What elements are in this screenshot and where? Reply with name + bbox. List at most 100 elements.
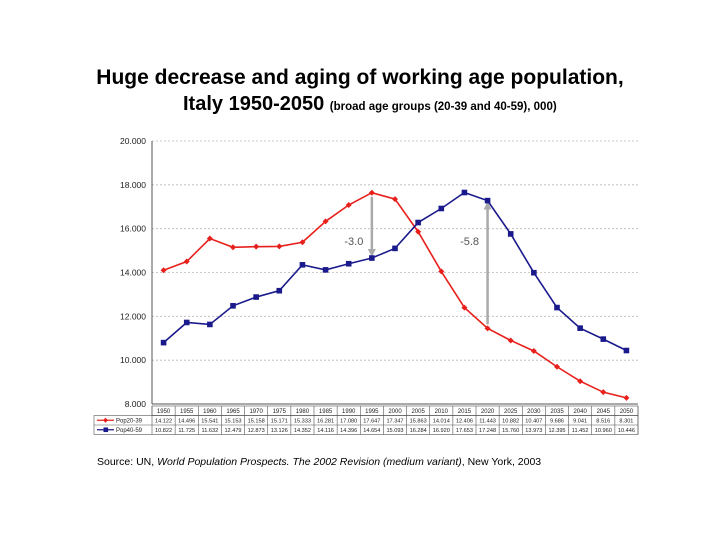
y-tick-label: 16.000	[120, 224, 146, 234]
table-cell: 11.443	[479, 419, 496, 425]
data-point-pop2039	[623, 394, 630, 401]
x-tick-label: 2040	[573, 409, 587, 415]
data-point-pop4059	[276, 287, 283, 294]
data-point-pop2039	[577, 378, 584, 385]
data-table: 1950 1955 1960 1965 1970 1975 1980 1985 1990 1995…	[93, 405, 639, 435]
table-cell: 16.284	[410, 428, 427, 434]
data-point-pop4059	[392, 245, 398, 252]
table-cell: 17.653	[456, 428, 473, 434]
y-tick-label: 18.000	[120, 180, 146, 190]
annotation-label: -5.8	[460, 236, 479, 248]
table-cell: 15.171	[271, 419, 288, 425]
table-cell: 12.395	[548, 428, 565, 434]
x-tick-label: 2030	[527, 409, 541, 415]
x-tick-label: 1995	[365, 409, 379, 415]
data-point-pop4059	[461, 189, 468, 196]
y-tick-label: 8.000	[125, 399, 147, 409]
table-cell: 14.352	[294, 428, 311, 434]
data-point-pop2039	[206, 235, 213, 242]
x-tick-label: 2005	[411, 409, 425, 415]
x-tick-label: 2015	[458, 409, 472, 415]
source-prefix: Source: UN,	[97, 456, 158, 468]
line-chart: 8.000 10.000 12.000 14.000 16.000 18.000 20.00…	[93, 136, 639, 435]
table-cell: 14.654	[363, 428, 380, 434]
table-cell: 10.882	[502, 419, 519, 425]
data-point-pop2039	[253, 243, 260, 250]
data-point-pop4059	[484, 197, 491, 204]
annotation-arrows: -3.0 -5.8	[344, 196, 492, 325]
data-point-pop4059	[577, 325, 583, 331]
data-point-pop2039	[484, 325, 491, 332]
data-point-pop2039	[461, 304, 468, 311]
data-point-pop2039	[438, 268, 445, 275]
table-cell: 16.281	[317, 419, 334, 425]
subtitle-note: (broad age groups (20-39 and 40-59), 000…	[329, 101, 557, 113]
grid-lines	[152, 140, 638, 405]
data-point-pop2039	[276, 243, 283, 250]
data-point-pop4059	[415, 219, 421, 226]
source-note: Source: UN, World Population Prospects. …	[97, 456, 541, 468]
table-cell: 11.452	[572, 428, 589, 434]
x-tick-label: 1950	[157, 409, 171, 415]
table-cell: 17.248	[479, 428, 496, 434]
table-cell: 17.080	[340, 419, 357, 425]
table-cell: 13.973	[525, 428, 542, 434]
table-cell: 12.873	[248, 428, 265, 434]
data-point-pop2039	[507, 337, 514, 344]
table-cell: 11.632	[202, 428, 219, 434]
data-point-pop4059	[438, 205, 445, 212]
x-tick-label: 2050	[620, 409, 634, 415]
x-tick-label: 1985	[319, 409, 333, 415]
data-point-pop4059	[507, 231, 514, 237]
subtitle-main: Italy 1950-2050	[183, 93, 325, 115]
table-cell: 15.541	[201, 419, 218, 425]
table-cell: 8.301	[619, 419, 633, 425]
table-cell: 11.725	[178, 428, 195, 434]
table-cell: 14.122	[155, 419, 172, 425]
y-tick-label: 14.000	[120, 268, 146, 278]
legend-marker	[103, 417, 108, 423]
table-cell: 13.126	[271, 428, 288, 434]
x-tick-label: 1990	[342, 409, 356, 415]
data-point-pop4059	[322, 267, 329, 273]
data-point-pop2039	[345, 201, 352, 208]
data-point-pop2039	[530, 347, 537, 354]
table-cell: 10.822	[155, 428, 172, 434]
data-point-pop4059	[345, 260, 352, 267]
x-tick-label: 1980	[296, 409, 310, 415]
data-point-pop2039	[322, 218, 329, 225]
data-point-pop2039	[600, 389, 607, 396]
table-cell: 10.446	[618, 428, 635, 434]
data-point-pop4059	[207, 321, 213, 328]
table-cell: 14.116	[317, 428, 334, 434]
chart-title: Huge decrease and aging of working age p…	[96, 66, 624, 89]
data-point-pop2039	[368, 189, 375, 196]
data-point-pop4059	[531, 269, 537, 276]
legend-label: Pop40-59	[116, 428, 143, 434]
table-cell: 15.093	[386, 428, 403, 434]
x-tick-label: 2020	[481, 409, 495, 415]
data-point-pop2039	[230, 244, 236, 251]
data-point-pop4059	[623, 347, 630, 354]
table-cell: 9.041	[573, 419, 587, 425]
y-tick-label: 12.000	[120, 311, 146, 321]
table-cell: 15.760	[502, 428, 519, 434]
x-tick-label: 2000	[388, 409, 402, 415]
data-point-pop4059	[160, 339, 167, 346]
table-cell: 10.960	[595, 428, 612, 434]
table-cell: 15.333	[294, 419, 311, 425]
table-cell: 16.920	[433, 428, 450, 434]
x-tick-label: 2045	[597, 409, 611, 415]
table-cell: 10.407	[525, 419, 542, 425]
data-point-pop4059	[600, 336, 607, 342]
data-point-pop4059	[253, 294, 259, 300]
table-cell: 17.347	[386, 419, 403, 425]
table-cell: 17.647	[363, 419, 380, 425]
x-tick-label: 1965	[226, 409, 240, 415]
table-cell: 9.686	[550, 419, 564, 425]
x-tick-label: 1970	[249, 409, 263, 415]
data-point-pop2039	[299, 239, 306, 246]
table-cell: 12.406	[456, 419, 473, 425]
data-point-pop4059	[299, 262, 306, 268]
series-lines	[160, 189, 630, 401]
